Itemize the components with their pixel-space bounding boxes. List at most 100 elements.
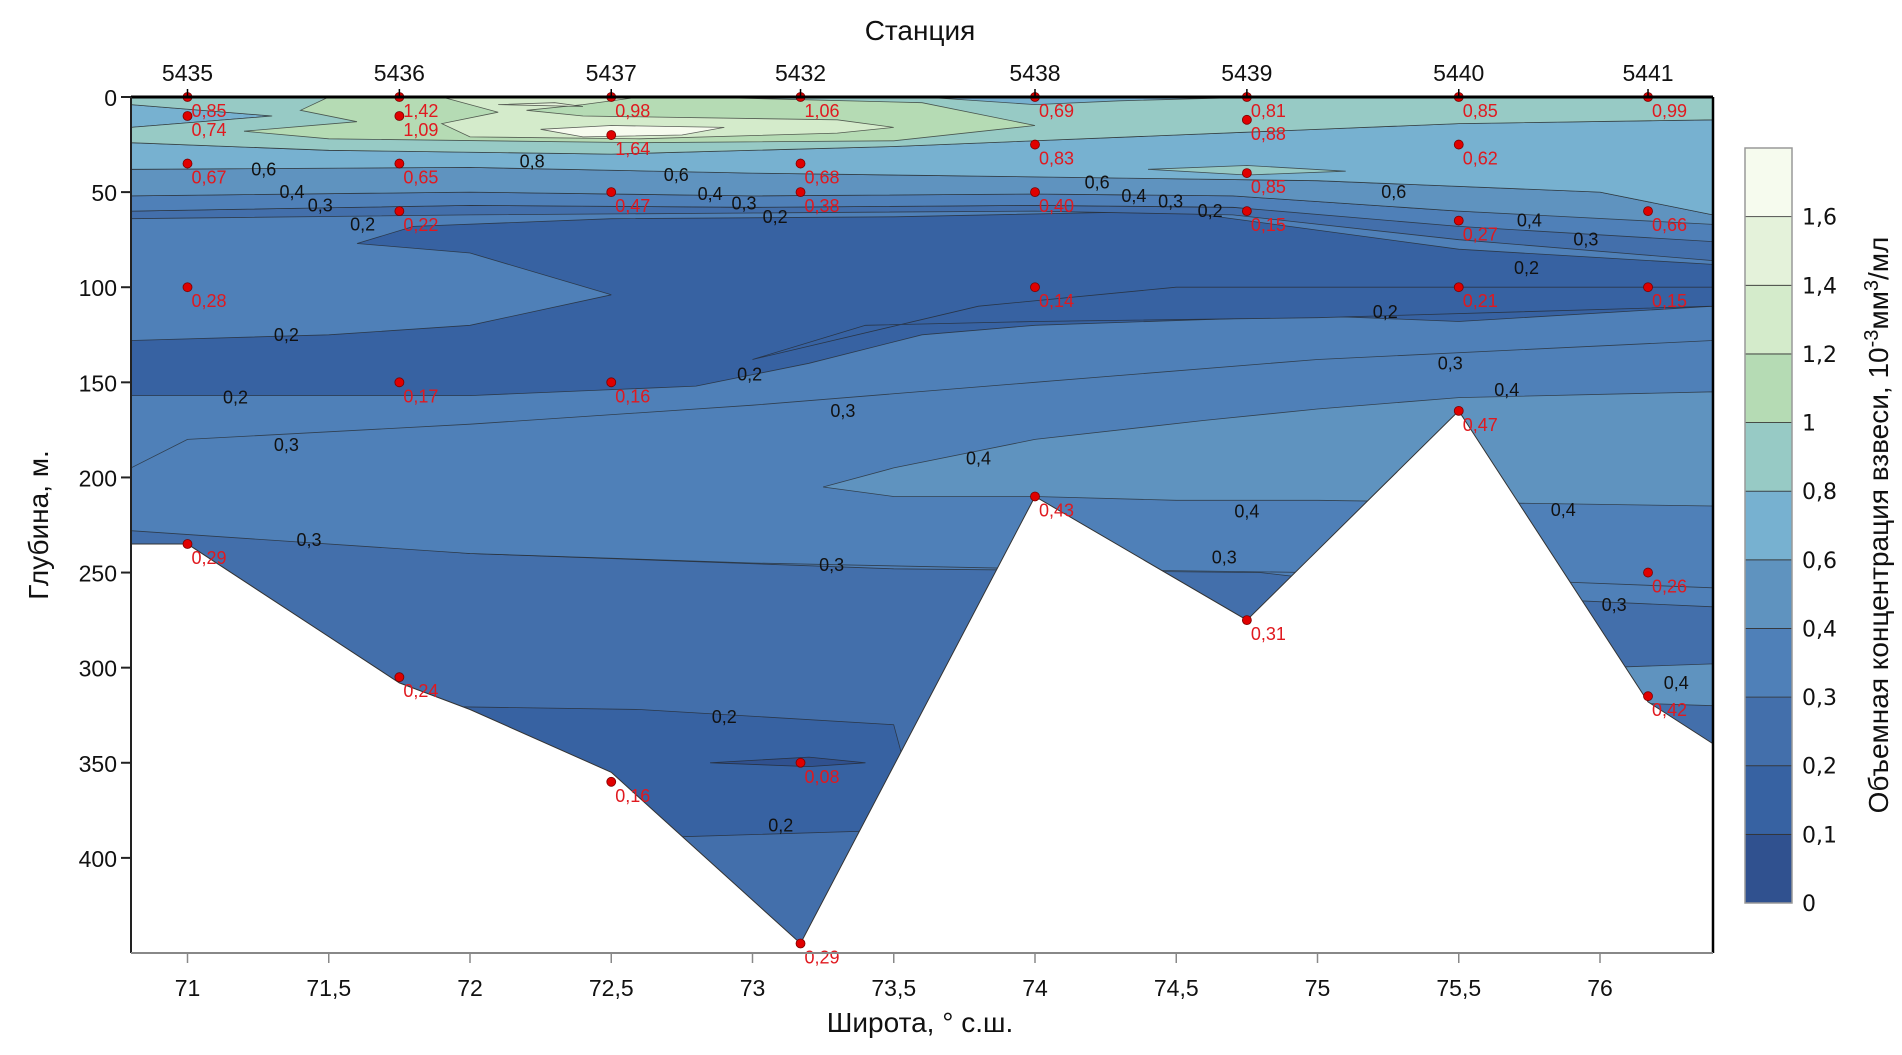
sample-point-5437 xyxy=(606,776,617,787)
colorbar-title-sup2: 3 xyxy=(1861,280,1883,291)
sample-point-5437 xyxy=(606,377,617,388)
y-tick-label: 0 xyxy=(104,85,117,111)
sample-point-5440 xyxy=(1453,139,1464,150)
sample-value-label: 0,65 xyxy=(403,168,438,188)
contour-label-7: 0,3 xyxy=(732,194,757,214)
contour-label-33: 0,2 xyxy=(768,816,793,836)
contour-label-34: 0,4 xyxy=(1664,673,1689,693)
x-tick-label: 76 xyxy=(1587,975,1613,1001)
contour-label-26: 0,4 xyxy=(1234,502,1259,522)
colorbar-tick-label: 0,4 xyxy=(1802,617,1837,642)
x-tick-label: 75,5 xyxy=(1436,975,1481,1001)
colorbar-swatch-1 xyxy=(1744,765,1793,835)
sample-point-5436 xyxy=(394,111,405,121)
contour-label-3: 0,2 xyxy=(350,214,375,234)
sample-value-label: 0,08 xyxy=(805,767,840,787)
contour-label-32: 0,2 xyxy=(712,707,737,727)
x-tick-label: 73 xyxy=(740,975,766,1001)
station-label-5441: 5441 xyxy=(1622,60,1673,86)
colorbar-tick-label: 0,1 xyxy=(1802,823,1837,848)
colorbar: 0 0,1 0,2 0,3 0,4 0,6 0,8 1 1,2 1,4 1,6 xyxy=(1744,147,1837,917)
x-tick-label: 71,5 xyxy=(306,975,351,1001)
sample-value-label: 1,64 xyxy=(615,139,650,159)
colorbar-swatch-4 xyxy=(1744,559,1793,629)
sample-value-label: 0,47 xyxy=(1463,415,1498,435)
colorbar-title-mid: мм xyxy=(1863,291,1894,330)
sample-value-label: 0,27 xyxy=(1463,225,1498,245)
contour-label-28: 0,3 xyxy=(296,530,321,550)
top-axis-title: Станция xyxy=(865,15,976,46)
sample-value-label: 0,66 xyxy=(1652,215,1687,235)
contour-label-15: 0,3 xyxy=(1573,230,1598,250)
contour-band-1 xyxy=(131,524,1713,944)
x-tick-label: 71 xyxy=(175,975,201,1001)
colorbar-swatch-0 xyxy=(1744,833,1793,904)
colorbar-tick-label: 0,2 xyxy=(1802,755,1837,780)
station-label-5435: 5435 xyxy=(162,60,213,86)
contour-label-18: 0,2 xyxy=(1373,302,1398,322)
x-tick-label: 72,5 xyxy=(589,975,634,1001)
contour-label-22: 0,4 xyxy=(1494,380,1519,400)
contour-band-2 xyxy=(385,705,923,840)
axes: 71 71,5 72 72,5 73 73,5 74 74,5 75 75,5 76 0 50 100 15… xyxy=(79,60,1715,1001)
contour-label-5: 0,6 xyxy=(664,165,689,185)
sample-value-label: 0,15 xyxy=(1652,291,1687,311)
sample-value-label: 0,42 xyxy=(1652,700,1687,720)
contour-label-25: 0,4 xyxy=(966,448,991,468)
contour-label-20: 0,2 xyxy=(223,388,248,408)
sample-points: 0,850,740,670,280,291,421,090,650,220,17… xyxy=(182,92,1687,967)
colorbar-swatch-10 xyxy=(1744,147,1793,218)
sample-value-label: 1,06 xyxy=(805,101,840,121)
sample-value-label: 0,85 xyxy=(192,101,227,121)
sample-point-5438 xyxy=(1030,282,1040,293)
contour-label-8: 0,2 xyxy=(763,207,788,227)
contour-label-6: 0,4 xyxy=(698,184,723,204)
sample-value-label: 0,67 xyxy=(192,168,227,188)
sample-value-label: 0,69 xyxy=(1039,101,1074,121)
contour-label-9: 0,6 xyxy=(1085,173,1110,193)
sample-point-5438 xyxy=(1030,187,1040,198)
contour-band-20 xyxy=(540,125,725,138)
y-tick-label: 150 xyxy=(79,370,117,396)
sample-value-label: 0,29 xyxy=(192,548,227,568)
x-axis-title: Широта, ° с.ш. xyxy=(827,1007,1013,1038)
sample-point-5436 xyxy=(394,377,405,388)
sample-point-5436 xyxy=(394,672,405,683)
y-tick-label: 300 xyxy=(79,656,117,682)
sample-value-label: 0,88 xyxy=(1251,124,1286,144)
sample-value-label: 0,29 xyxy=(805,947,840,967)
sample-point-5441 xyxy=(1643,206,1653,217)
colorbar-tick-label: 0 xyxy=(1802,892,1816,917)
station-label-5440: 5440 xyxy=(1433,60,1484,86)
sample-point-5437 xyxy=(606,130,617,140)
sample-value-label: 0,85 xyxy=(1463,101,1498,121)
colorbar-tick-label: 0,3 xyxy=(1802,686,1837,711)
sample-point-5439 xyxy=(1241,168,1252,178)
contour-label-24: 0,3 xyxy=(274,435,299,455)
sample-value-label: 0,99 xyxy=(1652,101,1687,121)
y-tick-label: 200 xyxy=(79,465,117,491)
contour-label-27: 0,4 xyxy=(1551,500,1576,520)
station-label-5439: 5439 xyxy=(1221,60,1272,86)
sample-value-label: 0,47 xyxy=(615,196,650,216)
contour-label-21: 0,3 xyxy=(1438,353,1463,373)
sample-point-5436 xyxy=(394,206,405,217)
sample-value-label: 1,09 xyxy=(403,120,438,140)
contour-band-16 xyxy=(921,97,1262,106)
x-tick-label: 72 xyxy=(457,975,483,1001)
colorbar-tick-label: 0,8 xyxy=(1802,480,1837,505)
sample-point-5440 xyxy=(1453,215,1464,226)
sample-point-5440 xyxy=(1453,405,1464,416)
sample-value-label: 0,16 xyxy=(615,786,650,806)
sample-point-5432 xyxy=(795,757,806,768)
contour-band-7 xyxy=(752,286,1713,360)
y-tick-label: 400 xyxy=(79,846,117,872)
contour-label-12: 0,2 xyxy=(1198,201,1223,221)
sample-point-5439 xyxy=(1241,615,1252,626)
station-label-5438: 5438 xyxy=(1009,60,1060,86)
y-tick-label: 100 xyxy=(79,275,117,301)
sample-value-label: 0,85 xyxy=(1251,177,1286,197)
colorbar-tick-label: 1,4 xyxy=(1802,274,1837,299)
sample-value-label: 0,98 xyxy=(615,101,650,121)
contour-label-1: 0,4 xyxy=(280,182,305,202)
